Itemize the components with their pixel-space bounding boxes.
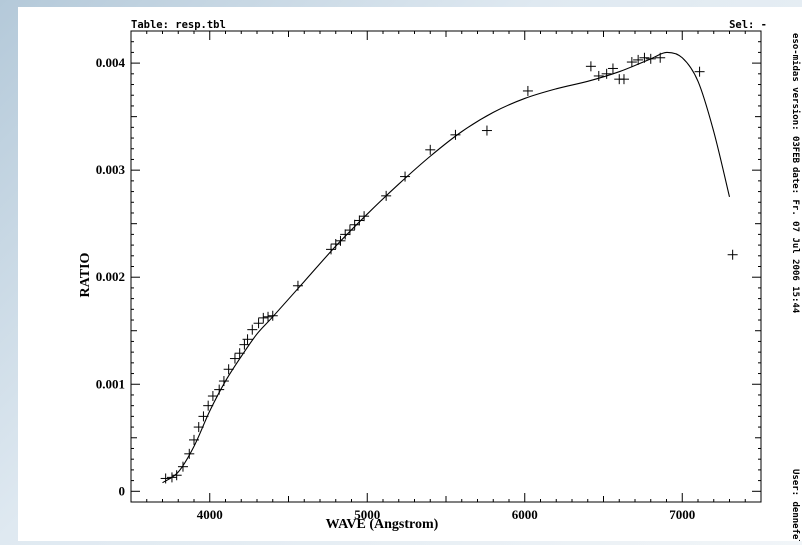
data-point	[258, 312, 269, 323]
data-point	[171, 470, 182, 481]
data-point	[639, 52, 650, 63]
data-point	[450, 129, 461, 140]
data-point	[618, 74, 629, 85]
data-point	[340, 229, 351, 240]
data-points-group	[160, 52, 738, 484]
midas-version-label: eso-midas version: 03FEB	[790, 33, 801, 164]
data-point	[223, 364, 234, 375]
y-axis: 0 0.001 0.002 0.003 0.004	[96, 41, 761, 503]
data-point	[229, 353, 240, 364]
data-point	[601, 68, 612, 79]
data-point	[400, 171, 411, 182]
data-point	[694, 66, 705, 77]
data-point	[633, 54, 644, 65]
selection-label: Sel: -	[729, 19, 767, 31]
data-point	[522, 85, 533, 96]
data-point	[349, 219, 360, 230]
data-point	[198, 411, 209, 422]
data-point	[193, 422, 204, 433]
data-point	[354, 215, 365, 226]
y-tick-label: 0.002	[96, 269, 125, 284]
data-point	[267, 310, 278, 321]
data-point	[344, 225, 355, 236]
x-tick-label: 7000	[669, 507, 695, 522]
data-point	[626, 57, 637, 68]
data-point	[242, 334, 253, 345]
x-axis-label: WAVE (Angstrom)	[326, 517, 439, 532]
data-point	[218, 376, 229, 387]
fit-curve-line	[162, 51, 731, 484]
x-axis: 4000 5000 6000 7000	[146, 31, 746, 522]
data-point	[263, 311, 274, 322]
data-point	[727, 249, 738, 260]
data-point	[189, 434, 199, 445]
plot-date-label: date: Fr. 07 Jul 2006 15:44	[790, 167, 800, 314]
data-point	[184, 448, 195, 459]
data-point	[326, 244, 337, 255]
data-point	[207, 391, 218, 402]
x-tick-label: 5000	[354, 507, 380, 522]
data-point	[645, 53, 656, 64]
data-point	[585, 61, 596, 72]
data-point	[214, 384, 225, 395]
data-point	[593, 70, 604, 81]
data-point	[607, 63, 618, 74]
table-name-label: Table: resp.tbl	[131, 19, 226, 31]
y-tick-label: 0.004	[96, 55, 126, 70]
data-point	[481, 125, 492, 136]
data-point	[247, 324, 258, 335]
data-point	[239, 339, 250, 350]
y-tick-label: 0	[119, 483, 126, 498]
data-point	[253, 318, 264, 329]
y-tick-label: 0.001	[96, 376, 125, 391]
y-tick-label: 0.003	[96, 162, 126, 177]
x-tick-label: 6000	[512, 507, 538, 522]
data-point	[166, 472, 177, 483]
data-point	[234, 348, 245, 359]
plot-frame	[130, 30, 762, 503]
data-point	[203, 400, 214, 411]
midas-plot: Table: resp.tbl Sel: - 4000 5000 6000 7000 …	[78, 19, 801, 541]
data-point	[359, 211, 370, 222]
data-point	[381, 190, 392, 201]
data-point	[425, 144, 436, 155]
plot-page: Table: resp.tbl Sel: - 4000 5000 6000 7000 …	[18, 7, 802, 541]
data-point	[160, 473, 171, 484]
fit-curve-group	[162, 51, 731, 484]
data-point	[335, 235, 346, 246]
data-point	[177, 461, 188, 472]
user-label: User: dennefel	[790, 469, 800, 541]
x-tick-label: 4000	[197, 507, 223, 522]
y-axis-label: RATIO	[78, 252, 93, 297]
data-point	[292, 280, 303, 291]
data-point	[655, 52, 666, 63]
